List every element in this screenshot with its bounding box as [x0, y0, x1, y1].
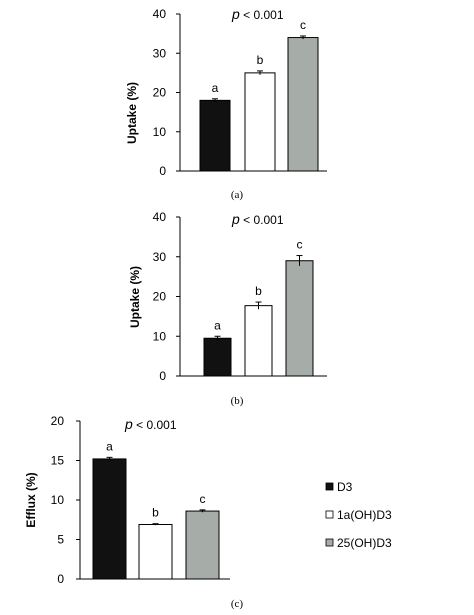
- legend-label-25-oh-d3: 25(OH)D3: [337, 536, 392, 550]
- bar: [203, 337, 232, 377]
- y-tick-label: 20: [153, 86, 167, 100]
- legend-label-1a-oh-d3: 1a(OH)D3: [337, 508, 392, 522]
- legend: D3 1a(OH)D3 25(OH)D3: [325, 480, 392, 550]
- chart-panel-b: Uptake (%) p < 0.001 (b) 0 10 20 30 40 a b c: [128, 210, 327, 407]
- bar: [138, 523, 173, 580]
- bar: [244, 305, 273, 377]
- y-tick-label: 0: [57, 572, 64, 586]
- significance-letter: a: [212, 81, 219, 95]
- y-tick-label: 0: [159, 369, 166, 383]
- significance-letter: a: [214, 318, 221, 332]
- panel-caption: (c): [231, 598, 244, 610]
- y-tick-label: 40: [153, 7, 167, 21]
- panel-caption: (b): [231, 395, 244, 407]
- bar: [244, 72, 276, 172]
- y-tick-label: 30: [153, 46, 167, 60]
- y-tick-label: 20: [153, 290, 167, 304]
- significance-letter: c: [297, 238, 303, 252]
- legend-swatch-25-oh-d3: [325, 538, 334, 547]
- y-tick-label: 30: [153, 250, 167, 264]
- bar: [185, 510, 220, 580]
- legend-label-d3: D3: [337, 480, 353, 494]
- significance-letter: c: [200, 492, 206, 506]
- p-value-label: p < 0.001: [231, 6, 284, 22]
- y-tick-label: 10: [153, 125, 167, 139]
- y-tick-label: 40: [153, 210, 167, 224]
- p-value-label: p < 0.001: [231, 211, 284, 227]
- legend-swatch-d3: [325, 482, 334, 491]
- significance-letter: a: [106, 439, 113, 453]
- y-tick-label: 0: [159, 164, 166, 178]
- y-tick-label: 20: [51, 414, 65, 428]
- legend-swatch-1a-oh-d3: [325, 510, 334, 519]
- y-axis-label: Uptake (%): [128, 266, 142, 328]
- significance-letter: b: [152, 506, 159, 520]
- significance-letter: b: [257, 53, 264, 67]
- bar: [285, 260, 314, 377]
- y-tick-label: 10: [153, 329, 167, 343]
- significance-letter: b: [255, 284, 262, 298]
- y-tick-label: 15: [51, 454, 65, 468]
- bar: [199, 99, 231, 172]
- bar: [287, 37, 319, 172]
- y-axis-label: Uptake (%): [125, 82, 139, 144]
- bar: [92, 458, 127, 580]
- y-tick-label: 5: [57, 533, 64, 547]
- y-axis-label: Efflux (%): [24, 472, 38, 527]
- chart-panel-a: Uptake (%) p < 0.001 (a) 0 10 20 30 40 a b c: [125, 6, 327, 201]
- y-tick-label: 10: [51, 493, 65, 507]
- significance-letter: c: [300, 18, 306, 32]
- chart-panel-c: Efflux (%) p < 0.001 (c) 0 5 10 15 20 a b c: [24, 414, 243, 610]
- panel-caption: (a): [231, 189, 244, 201]
- p-value-label: p < 0.001: [124, 416, 177, 432]
